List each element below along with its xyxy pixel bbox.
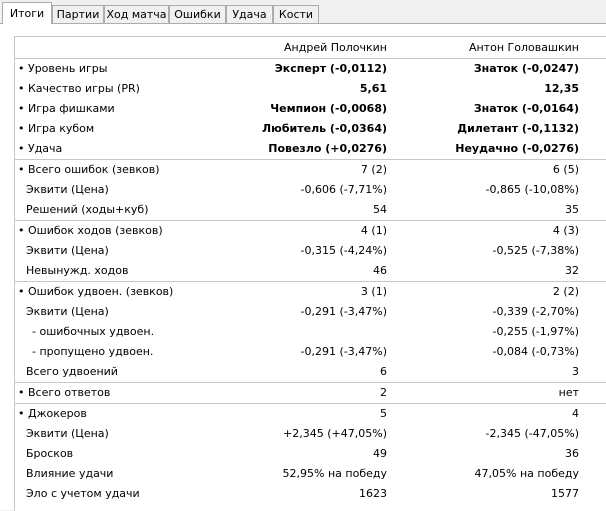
divider [15,220,606,221]
table-row[interactable]: Эквити (Цена) -0,606 (-7,71%) -0,865 (-1… [26,183,579,196]
divider [15,281,606,282]
divider [15,403,606,404]
table-row[interactable]: • Игра фишками Чемпион (-0,0068) Знаток … [18,102,579,115]
table-row[interactable]: • Уровень игры Эксперт (-0,0112) Знаток … [18,62,579,75]
tab-luck[interactable]: Удача [226,5,273,23]
tab-bar: Итоги Партии Ход матча Ошибки Удача Кост… [0,0,606,24]
table-row[interactable]: Эквити (Цена) -0,315 (-4,24%) -0,525 (-7… [26,244,579,257]
table-row[interactable]: Эквити (Цена) +2,345 (+47,05%) -2,345 (-… [26,427,579,440]
table-row[interactable]: - пропущено удвоен. -0,291 (-3,47%) -0,0… [32,345,579,358]
table-row[interactable]: Решений (ходы+куб) 54 35 [26,203,579,216]
table-row[interactable]: - ошибочных удвоен. -0,255 (-1,97%) [32,325,579,338]
table-row[interactable]: • Ошибок ходов (зевков) 4 (1) 4 (3) [18,224,579,237]
table-row[interactable]: • Игра кубом Любитель (-0,0364) Дилетант… [18,122,579,135]
table-row[interactable]: Влияние удачи 52,95% на победу 47,05% на… [26,467,579,480]
tab-match-flow[interactable]: Ход матча [104,5,169,23]
tab-errors[interactable]: Ошибки [169,5,226,23]
table-row[interactable]: Бросков 49 36 [26,447,579,460]
divider [15,58,606,59]
table-row[interactable]: Эло с учетом удачи 1623 1577 [26,487,579,500]
player2-header: Антон Головашкин [468,41,579,54]
tab-divider [0,23,606,24]
table-row[interactable]: • Всего ответов 2 нет [18,386,579,399]
table-row[interactable]: • Ошибок удвоен. (зевков) 3 (1) 2 (2) [18,285,579,298]
table-row[interactable]: Эквити (Цена) -0,291 (-3,47%) -0,339 (-2… [26,305,579,318]
table-row[interactable]: Невынужд. ходов 46 32 [26,264,579,277]
tab-games[interactable]: Партии [52,5,104,23]
table-header: Андрей Полочкин Антон Головашкин [15,38,606,58]
table-row[interactable]: • Джокеров 5 4 [18,407,579,420]
divider [15,159,606,160]
player1-header: Андрей Полочкин [284,41,387,54]
summary-panel: Андрей Полочкин Антон Головашкин • Урове… [0,24,606,511]
table-row[interactable]: • Удача Повезло (+0,0276) Неудачно (-0,0… [18,142,579,155]
stats-table: Андрей Полочкин Антон Головашкин • Урове… [14,36,606,511]
table-row[interactable]: • Всего ошибок (зевков) 7 (2) 6 (5) [18,163,579,176]
tab-dice[interactable]: Кости [273,5,319,23]
table-row[interactable]: • Качество игры (PR) 5,61 12,35 [18,82,579,95]
table-row[interactable]: Всего удвоений 6 3 [26,365,579,378]
divider [15,382,606,383]
tab-summary[interactable]: Итоги [2,2,52,24]
